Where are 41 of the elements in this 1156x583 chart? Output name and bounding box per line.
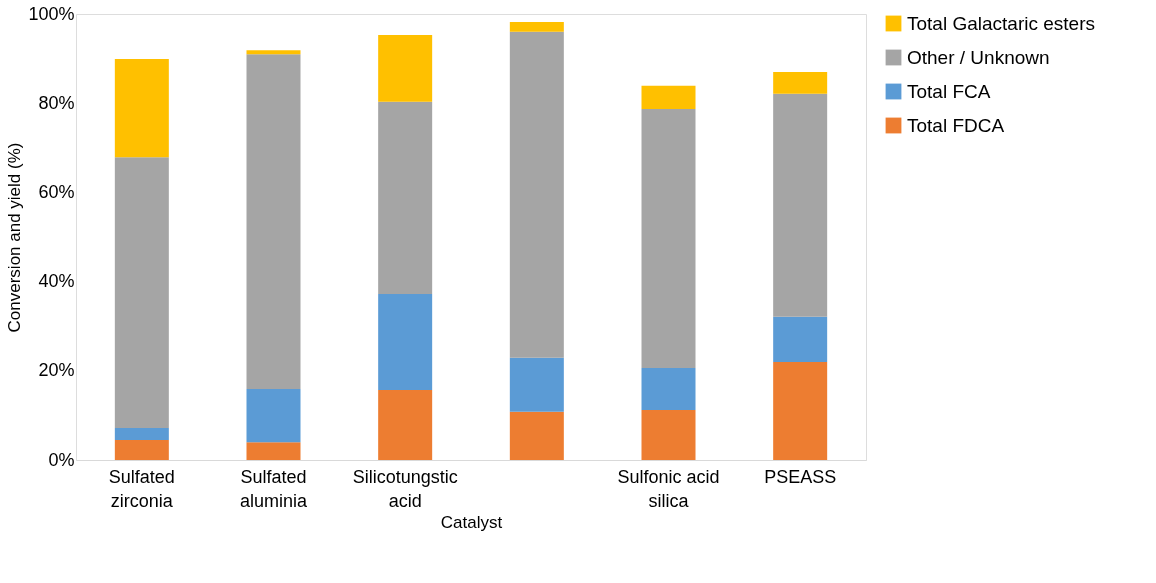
bar xyxy=(246,50,301,55)
bar xyxy=(773,316,828,362)
bar xyxy=(114,157,169,428)
y-tick-label: 40% xyxy=(38,271,75,292)
bar xyxy=(246,389,301,443)
bar xyxy=(641,85,696,109)
bar xyxy=(114,427,169,440)
bar xyxy=(378,101,433,295)
bar xyxy=(773,71,828,94)
bar xyxy=(509,357,564,412)
legend-label: Total FCA xyxy=(907,80,991,102)
legend-label: Other / Unknown xyxy=(907,46,1050,68)
y-tick-label: 0% xyxy=(48,449,75,470)
y-tick-label: 80% xyxy=(38,92,75,113)
legend-label: Total FDCA xyxy=(907,114,1005,136)
bar xyxy=(378,389,433,460)
bar xyxy=(246,442,301,460)
x-tick-label: Sulfated zirconia xyxy=(108,466,175,511)
x-tick-label: Sulfonic acid silica xyxy=(617,466,720,511)
bar xyxy=(641,368,696,411)
y-axis-title: Conversion and yield (%) xyxy=(5,142,25,333)
bar xyxy=(378,294,433,390)
y-tick-label: 20% xyxy=(38,360,75,381)
x-tick-label: Sulfated aluminia xyxy=(239,466,308,511)
x-tick-label: PSEASS xyxy=(764,466,837,487)
x-axis-title: Catalyst xyxy=(440,512,503,532)
bar xyxy=(641,109,696,369)
bar xyxy=(114,59,169,158)
bar xyxy=(114,439,169,460)
y-tick-label: 60% xyxy=(38,181,75,202)
bar xyxy=(246,54,301,390)
y-tick-label: 100% xyxy=(28,3,75,24)
legend-label: Total Galactaric esters xyxy=(907,12,1095,34)
bar xyxy=(773,93,828,317)
bar xyxy=(773,361,828,460)
bar xyxy=(509,31,564,358)
bar xyxy=(378,34,433,102)
bar xyxy=(509,411,564,460)
bar xyxy=(641,410,696,460)
x-tick-label: Silicotungstic acid xyxy=(352,466,458,511)
bar xyxy=(509,22,564,32)
